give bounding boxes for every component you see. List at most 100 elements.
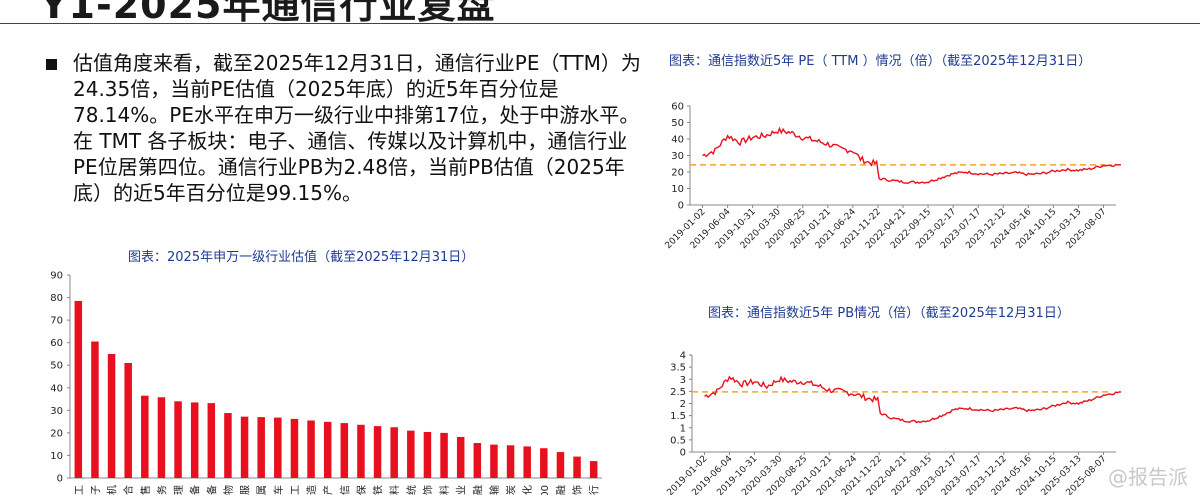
bar-x-tick-label: 产 [322,485,335,495]
page-title: Y1-2025年通信行业复盘 [40,0,496,24]
bar-mark [440,432,448,478]
bar-y-tick-label: 30 [50,406,63,417]
bar-x-tick-label: 融 [555,485,567,495]
bar-x-tick-label: 属 [256,485,268,495]
bar-mark [456,436,465,478]
bar-mark [423,431,432,478]
bar-mark [240,416,249,478]
bar-mark [506,445,515,478]
bar-y-tick-label: 40 [50,383,63,394]
bar-y-tick-label: 60 [50,338,63,349]
bar-mark [157,397,166,478]
pb-y-tick-label: 3 [680,375,686,386]
bar-x-tick-label: 化 [521,485,534,495]
bar-y-tick-label: 70 [50,316,63,327]
pe-series-line [702,126,1122,184]
pe-y-tick-label: 20 [671,168,684,179]
pe-chart-caption: 图表：通信指数近5年 PE（ TTM ）情况（倍）（截至2025年12月31日） [669,54,1092,69]
bar-mark [390,427,398,478]
bar-x-tick-label: 子 [90,485,102,495]
bar-mark [141,395,149,478]
watermark-text: @报告派 [1108,465,1188,489]
bar-x-tick-label: 饰 [421,485,434,495]
pe-line-chart: 01020304050602019-01-022019-06-042019-10… [664,102,1122,251]
pb-series-line [704,375,1122,424]
pb-y-tick-label: 1.5 [670,411,686,422]
bar-mark [340,423,349,478]
bar-x-tick-label: 工 [290,485,301,495]
bar-mark [290,418,299,478]
bar-mark [74,300,83,478]
bar-mark [573,456,581,478]
pb-y-tick-label: 3.5 [670,363,686,374]
bar-mark [91,341,99,478]
bar-x-tick-label: 备 [205,485,218,495]
bar-x-tick-label: 料 [438,485,451,495]
pe-y-tick-label: 10 [671,184,684,195]
bar-x-tick-label: 理 [173,485,185,495]
bar-mark [257,417,265,478]
bullet-square-icon [46,59,57,70]
bar-mark [190,402,199,478]
header: Y1-2025年通信行业复盘 [0,0,1200,24]
bar-x-tick-label: 保 [355,485,368,495]
bar-mark [357,424,365,478]
bar-mark [473,443,482,478]
bar-mark [224,413,232,478]
pb-y-tick-label: 4 [680,351,686,362]
bar-mark [107,353,116,478]
bar-x-tick-label: 料 [388,485,401,495]
bar-x-tick-label: 务 [155,485,168,495]
pb-y-tick-label: 2.5 [670,387,686,398]
bar-mark [523,446,531,478]
bar-mark [174,401,182,478]
bar-mark [373,426,382,478]
bar-x-tick-label: 信 [339,485,351,495]
bar-x-tick-label: 融 [472,485,484,495]
bar-mark [407,430,415,478]
bar-x-tick-label: 饰 [571,485,584,495]
pb-y-tick-label: 1 [680,423,686,434]
bar-x-tick-label: 备 [189,485,202,495]
bar-x-tick-label: 铁 [372,485,385,495]
pe-y-tick-label: 0 [678,201,684,212]
bar-x-tick-label: 行 [588,485,601,495]
pe-y-tick-label: 60 [671,102,684,113]
bar-mark [556,452,565,478]
bar-x-tick-label: 车 [272,485,285,495]
bar-y-tick-label: 0 [57,474,63,485]
bar-mark [307,420,315,478]
bar-y-tick-label: 10 [50,451,63,462]
bar-y-tick-label: 20 [50,428,63,439]
bar-x-tick-label: 造 [305,485,318,495]
pe-y-tick-label: 50 [671,118,684,129]
bar-x-tick-label: 机 [106,485,119,495]
bar-x-tick-label: 售 [139,485,152,495]
pb-y-tick-label: 0.5 [670,435,686,446]
pe-y-tick-label: 30 [671,151,684,162]
bar-mark [274,417,282,478]
bar-mark [540,448,548,478]
bar-x-tick-label: 输 [488,485,501,495]
bar-x-tick-label: 服 [240,485,252,495]
pb-chart-caption: 图表：通信指数近5年 PB情况（倍）（截至2025年12月31日） [708,306,1070,321]
bar-mark [207,403,216,478]
bar-x-tick-label: 合 [122,485,135,495]
bar-mark [124,362,132,478]
bar-x-tick-label: 00 [540,485,551,495]
bar-chart-caption: 图表：2025年申万一级行业估值（截至2025年12月31日） [128,250,475,265]
title-divider [0,23,1200,24]
bar-x-tick-label: 物 [222,485,235,495]
bar-x-tick-label: 炭 [506,485,518,495]
bar-y-tick-label: 50 [50,361,63,372]
bar-y-tick-label: 80 [50,293,63,304]
bar-x-tick-label: 工 [74,485,85,495]
bullet-text: 估值角度来看，截至2025年12月31日，通信行业PE（TTM）为24.35倍，… [73,51,641,205]
industry-valuation-bar-chart: 0102030405060708090工子机合售务理备备物服属车工造产信保铁料统… [50,271,602,495]
bar-mark [589,461,598,478]
bar-y-tick-label: 90 [50,271,63,282]
pb-line-chart: 00.511.522.533.542019-01-022019-06-04201… [666,351,1122,495]
pb-y-tick-label: 0 [680,448,686,459]
pe-y-tick-label: 40 [671,135,684,146]
bar-x-tick-label: 业 [456,485,468,495]
